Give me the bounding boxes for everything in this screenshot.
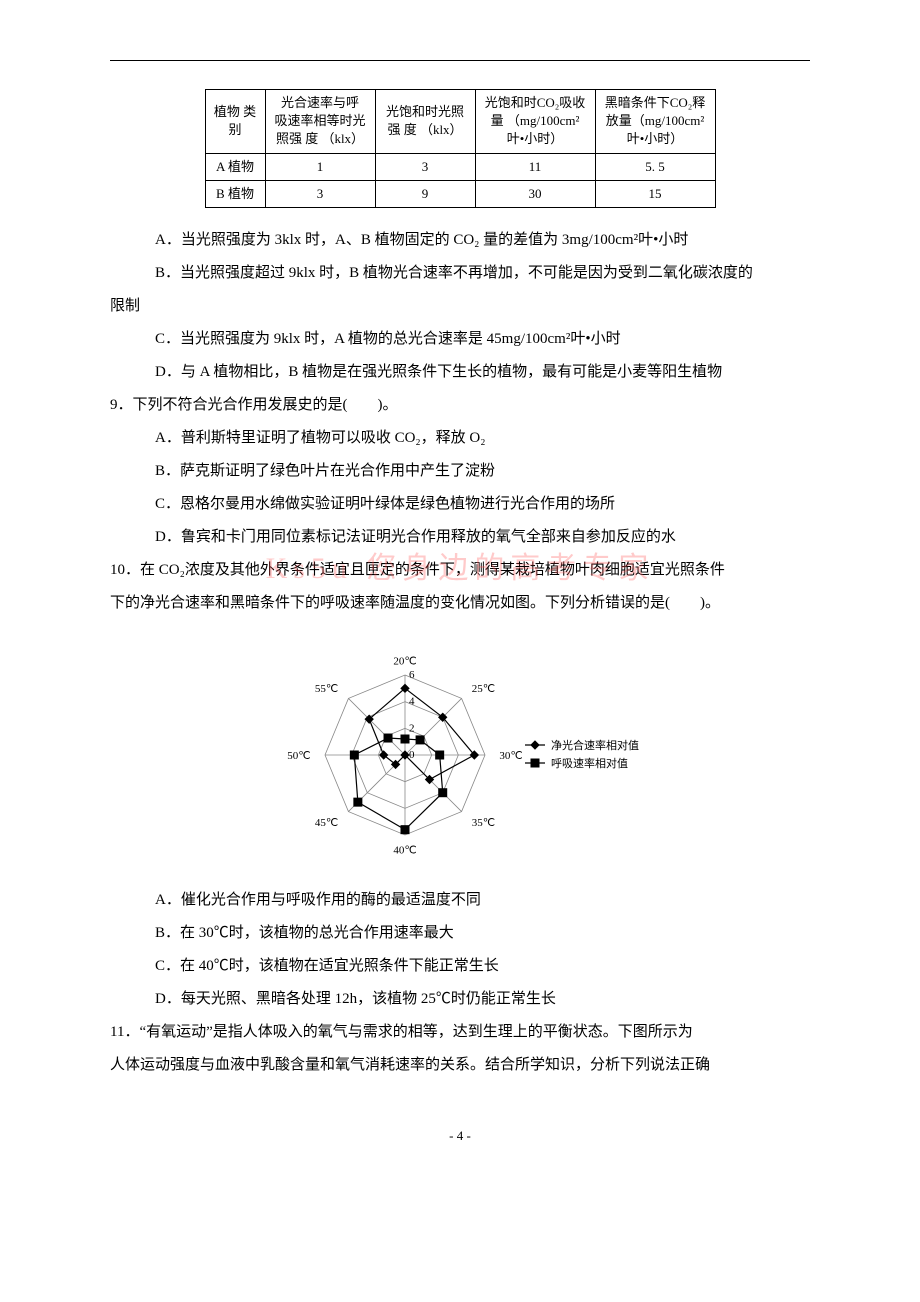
table-row-b: B 植物 3 9 30 15 [205, 180, 715, 207]
svg-text:25℃: 25℃ [472, 683, 495, 695]
q8-opt-a: A．当光照强度为 3klx 时，A、B 植物固定的 CO₂ 量的差值为 3mg/… [110, 224, 810, 257]
plant-data-table: 植物 类别 光合速率与呼 吸速率相等时光照强 度 （klx） 光饱和时光照强 度… [205, 89, 716, 208]
q9-stem: 9．下列不符合光合作用发展史的是( )。 [110, 389, 810, 422]
cell: 5. 5 [595, 153, 715, 180]
q11-stem-line1: 11．“有氧运动”是指人体吸入的氧气与需求的相等，达到生理上的平衡状态。下图所示… [110, 1016, 810, 1049]
q9-opt-b: B．萨克斯证明了绿色叶片在光合作用中产生了淀粉 [110, 455, 810, 488]
cell: A 植物 [205, 153, 265, 180]
cell: B 植物 [205, 180, 265, 207]
q10-opt-b: B．在 30℃时，该植物的总光合作用速率最大 [110, 917, 810, 950]
radar-chart: 024620℃25℃30℃35℃40℃45℃50℃55℃净光合速率相对值呼吸速率… [280, 630, 640, 880]
svg-text:2: 2 [409, 722, 415, 734]
q10-opt-c: C．在 40℃时，该植物在适宜光照条件下能正常生长 [110, 950, 810, 983]
svg-text:40℃: 40℃ [393, 844, 416, 856]
cell: 30 [475, 180, 595, 207]
cell: 11 [475, 153, 595, 180]
svg-text:6: 6 [409, 669, 415, 681]
q10-stem-line2: 下的净光合速率和黑暗条件下的呼吸速率随温度的变化情况如图。下列分析错误的是( )… [110, 587, 810, 620]
th-4: 黑暗条件下CO₂释 放量（mg/100cm² 叶•小时） [595, 90, 715, 154]
svg-text:净光合速率相对值: 净光合速率相对值 [551, 738, 639, 752]
cell: 3 [375, 153, 475, 180]
cell: 3 [265, 180, 375, 207]
q9-opt-a: A．普利斯特里证明了植物可以吸收 CO₂，释放 O₂ [110, 422, 810, 455]
q10-opt-a: A．催化光合作用与呼吸作用的酶的最适温度不同 [110, 884, 810, 917]
svg-text:45℃: 45℃ [315, 817, 338, 829]
svg-text:20℃: 20℃ [393, 656, 416, 668]
q10-stem-line1: 10．在 CO₂浓度及其他外界条件适宜且匣定的条件下，测得某栽培植物叶肉细胞适宜… [110, 554, 810, 587]
cell: 1 [265, 153, 375, 180]
table-row-a: A 植物 1 3 11 5. 5 [205, 153, 715, 180]
page-number: - 4 - [110, 1122, 810, 1151]
cell: 15 [595, 180, 715, 207]
svg-text:4: 4 [409, 696, 415, 708]
radar-chart-wrap: 024620℃25℃30℃35℃40℃45℃50℃55℃净光合速率相对值呼吸速率… [110, 630, 810, 880]
svg-text:35℃: 35℃ [472, 817, 495, 829]
q9-opt-d: D．鲁宾和卡门用同位素标记法证明光合作用释放的氧气全部来自参加反应的水 [110, 521, 810, 554]
top-rule [110, 60, 810, 61]
svg-text:30℃: 30℃ [499, 750, 522, 762]
svg-text:50℃: 50℃ [287, 750, 310, 762]
th-2: 光饱和时光照强 度 （klx） [375, 90, 475, 154]
cell: 9 [375, 180, 475, 207]
th-3: 光饱和时CO₂吸收 量 （mg/100cm² 叶•小时） [475, 90, 595, 154]
th-0: 植物 类别 [205, 90, 265, 154]
q11-stem-line2: 人体运动强度与血液中乳酸含量和氧气消耗速率的关系。结合所学知识，分析下列说法正确 [110, 1049, 810, 1082]
q10-opt-d: D．每天光照、黑暗各处理 12h，该植物 25℃时仍能正常生长 [110, 983, 810, 1016]
q8-opt-c: C．当光照强度为 9klx 时，A 植物的总光合速率是 45mg/100cm²叶… [110, 323, 810, 356]
q9-opt-c: C．恩格尔曼用水绵做实验证明叶绿体是绿色植物进行光合作用的场所 [110, 488, 810, 521]
svg-text:55℃: 55℃ [315, 683, 338, 695]
q8-opt-b-line1: B．当光照强度超过 9klx 时，B 植物光合速率不再增加，不可能是因为受到二氧… [110, 257, 810, 290]
q8-opt-d: D．与 A 植物相比，B 植物是在强光照条件下生长的植物，最有可能是小麦等阳生植… [110, 356, 810, 389]
th-1: 光合速率与呼 吸速率相等时光照强 度 （klx） [265, 90, 375, 154]
q8-opt-b-line2: 限制 [110, 290, 810, 323]
svg-text:呼吸速率相对值: 呼吸速率相对值 [551, 756, 628, 770]
table-header-row: 植物 类别 光合速率与呼 吸速率相等时光照强 度 （klx） 光饱和时光照强 度… [205, 90, 715, 154]
